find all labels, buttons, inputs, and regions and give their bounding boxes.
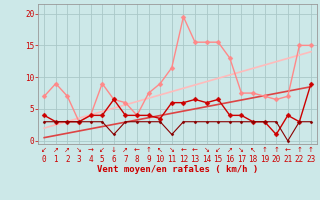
Text: ↘: ↘ <box>76 147 82 153</box>
Text: →: → <box>88 147 93 153</box>
Text: 7: 7 <box>123 155 128 164</box>
Text: 15: 15 <box>213 155 223 164</box>
Text: ←: ← <box>134 147 140 153</box>
Text: 11: 11 <box>167 155 176 164</box>
Text: 12: 12 <box>179 155 188 164</box>
Text: ↗: ↗ <box>123 147 128 153</box>
Text: 18: 18 <box>248 155 258 164</box>
Text: 23: 23 <box>306 155 316 164</box>
Text: 16: 16 <box>225 155 235 164</box>
Text: 6: 6 <box>111 155 116 164</box>
Text: 22: 22 <box>295 155 304 164</box>
Text: ←: ← <box>285 147 291 153</box>
Text: ↑: ↑ <box>308 147 314 153</box>
Text: 4: 4 <box>88 155 93 164</box>
Text: 2: 2 <box>65 155 70 164</box>
Text: 20: 20 <box>272 155 281 164</box>
Text: ↖: ↖ <box>250 147 256 153</box>
Text: ↑: ↑ <box>262 147 268 153</box>
Text: ↙: ↙ <box>215 147 221 153</box>
Text: Vent moyen/en rafales ( km/h ): Vent moyen/en rafales ( km/h ) <box>97 165 258 174</box>
Text: ↙: ↙ <box>41 147 47 153</box>
Text: ↗: ↗ <box>53 147 59 153</box>
Text: ↙: ↙ <box>99 147 105 153</box>
Text: 13: 13 <box>190 155 200 164</box>
Text: ↗: ↗ <box>64 147 70 153</box>
Text: 3: 3 <box>77 155 81 164</box>
Text: 14: 14 <box>202 155 211 164</box>
Text: ↑: ↑ <box>296 147 302 153</box>
Text: ↖: ↖ <box>157 147 163 153</box>
Text: 9: 9 <box>146 155 151 164</box>
Text: ↘: ↘ <box>238 147 244 153</box>
Text: 19: 19 <box>260 155 269 164</box>
Text: 8: 8 <box>135 155 139 164</box>
Text: 0: 0 <box>42 155 46 164</box>
Text: 17: 17 <box>237 155 246 164</box>
Text: 1: 1 <box>53 155 58 164</box>
Text: ↘: ↘ <box>169 147 175 153</box>
Text: 21: 21 <box>283 155 292 164</box>
Text: ↑: ↑ <box>146 147 152 153</box>
Text: 5: 5 <box>100 155 105 164</box>
Text: ←: ← <box>192 147 198 153</box>
Text: ↑: ↑ <box>273 147 279 153</box>
Text: 10: 10 <box>156 155 165 164</box>
Text: ↗: ↗ <box>227 147 233 153</box>
Text: ←: ← <box>180 147 186 153</box>
Text: ↓: ↓ <box>111 147 117 153</box>
Text: ↘: ↘ <box>204 147 210 153</box>
